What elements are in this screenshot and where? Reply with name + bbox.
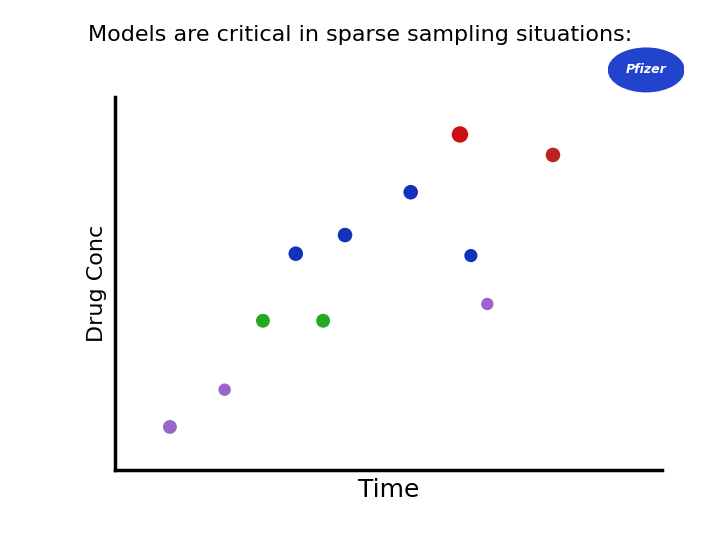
Point (454, 130, 466, 139)
Point (405, 188, 416, 197)
Y-axis label: Drug Conc: Drug Conc (87, 225, 107, 342)
Ellipse shape (608, 48, 684, 92)
X-axis label: Time: Time (358, 478, 420, 502)
Point (339, 231, 351, 239)
Point (219, 386, 230, 394)
Text: Models are critical in sparse sampling situations:: Models are critical in sparse sampling s… (88, 25, 632, 45)
Point (257, 316, 269, 325)
Point (465, 251, 477, 260)
Point (482, 300, 493, 308)
Text: Pfizer: Pfizer (626, 63, 667, 77)
Point (318, 316, 329, 325)
Point (547, 151, 559, 159)
Point (164, 423, 176, 431)
Point (290, 249, 302, 258)
